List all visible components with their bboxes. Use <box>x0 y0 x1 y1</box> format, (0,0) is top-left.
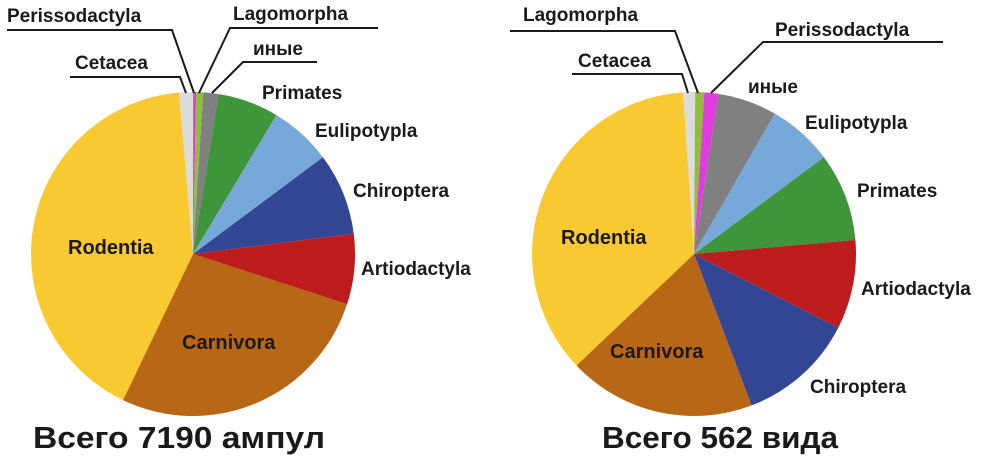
label-primates: Primates <box>262 83 342 104</box>
label-artiodactyla: Artiodactyla <box>361 259 471 280</box>
label-lagomorpha: Lagomorpha <box>523 5 638 26</box>
label-rodentia: Rodentia <box>68 237 154 259</box>
pie-slice-carnivora <box>123 254 348 417</box>
pie-slice-иные <box>193 92 219 254</box>
label-cetacea: Cetacea <box>578 51 651 72</box>
pie-slice-иные <box>694 93 775 254</box>
label-perissodactyla: Perissodactyla <box>7 6 142 27</box>
leader-others <box>211 61 317 94</box>
pie-slice-perissodactyla <box>694 92 719 254</box>
leader-lagomorpha <box>510 30 699 94</box>
leader-lagomorpha <box>198 27 378 94</box>
label-rodentia: Rodentia <box>561 227 647 249</box>
pie-slice-lagomorpha <box>193 92 204 254</box>
label-perissodactyla: Perissodactyla <box>775 20 910 41</box>
label-lagomorpha: Lagomorpha <box>233 4 348 25</box>
pie-slice-rodentia <box>30 92 193 401</box>
pie-slice-primates <box>694 157 856 254</box>
label-carnivora: Carnivora <box>182 332 276 354</box>
label-others: иные <box>253 39 303 60</box>
leader-perissodactyla <box>7 29 195 94</box>
label-chiroptera: Chiroptera <box>810 377 907 398</box>
pie-slice-cetacea <box>682 91 696 254</box>
label-cetacea: Cetacea <box>75 53 148 74</box>
pie-slice-eulipotypla <box>694 113 824 255</box>
pie-slice-primates <box>193 94 277 254</box>
pie-slice-eulipotypla <box>193 115 323 254</box>
pie-slice-perissodactyla <box>193 92 197 254</box>
label-artiodactyla: Artiodactyla <box>861 279 971 300</box>
leader-perissodactyla <box>710 41 943 94</box>
label-carnivora: Carnivora <box>610 341 704 363</box>
caption-total-ampoules: Всего 7190 ампул <box>33 420 325 455</box>
leader-cetacea <box>70 76 187 94</box>
label-chiroptera: Chiroptera <box>353 181 450 202</box>
pie-chart-species: Lagomorpha Cetacea Perissodactyla иные E… <box>510 5 971 455</box>
label-others: иные <box>748 77 798 98</box>
pie-slice-lagomorpha <box>694 92 705 254</box>
label-eulipotypla: Eulipotypla <box>315 121 418 142</box>
pie-slice-rodentia <box>532 92 694 366</box>
pie-slice-carnivora <box>576 254 752 416</box>
pie-slices <box>30 91 356 417</box>
leader-cetacea <box>572 73 689 94</box>
pie-slice-artiodactyla <box>694 239 857 328</box>
pie-slice-chiroptera <box>694 254 839 406</box>
pie-slice-artiodactyla <box>193 233 356 305</box>
pie-slice-cetacea <box>178 91 194 254</box>
label-eulipotypla: Eulipotypla <box>805 113 908 134</box>
pie-slice-chiroptera <box>193 157 354 254</box>
caption-total-species: Всего 562 вида <box>602 420 839 455</box>
pie-slices <box>532 91 857 416</box>
pie-chart-ampoules: Perissodactyla Cetacea Lagomorpha иные P… <box>7 4 471 455</box>
label-primates: Primates <box>857 181 937 202</box>
